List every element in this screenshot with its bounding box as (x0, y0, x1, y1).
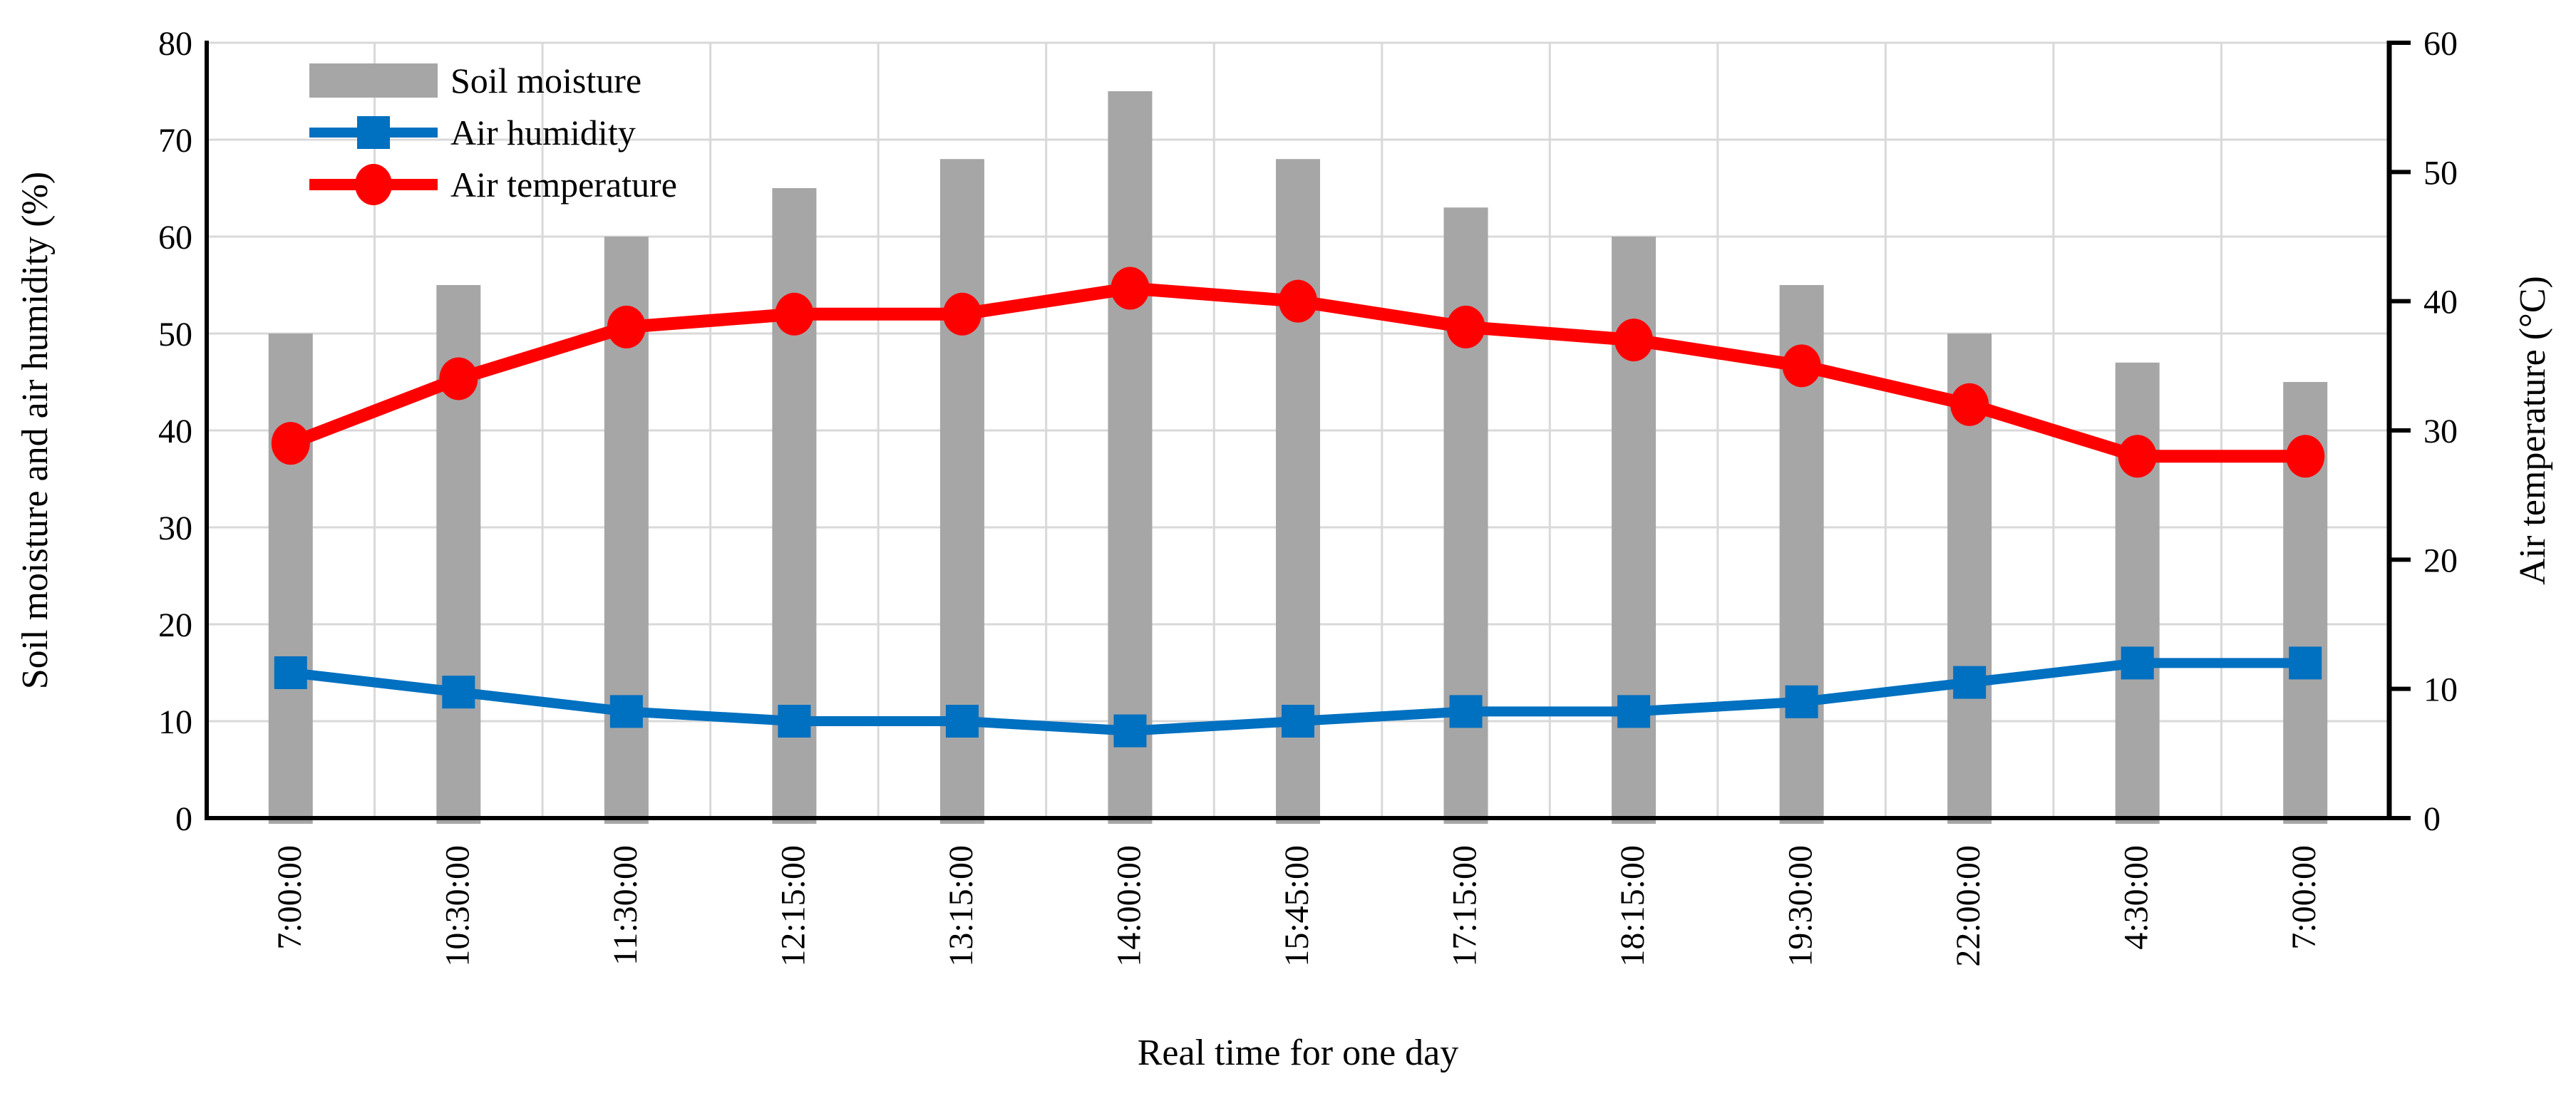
legend-label: Air humidity (450, 112, 636, 153)
air-humidity-point (1953, 666, 1987, 699)
air-humidity-point (2289, 646, 2322, 680)
bar-soil-moisture (1108, 91, 1153, 824)
air-humidity-point (274, 656, 307, 689)
air-humidity-point (609, 695, 643, 728)
right-axis-tick-label: 40 (2423, 284, 2458, 321)
x-axis-tick-label: 10:30:00 (438, 845, 476, 967)
x-axis-tick-label: 12:15:00 (774, 845, 812, 967)
left-axis-tick-label: 40 (158, 413, 192, 450)
x-axis-tick-label: 4:30:00 (2118, 845, 2155, 950)
air-humidity-point (1617, 695, 1651, 728)
air-temperature-point (607, 305, 646, 348)
right-axis-tick-label: 0 (2423, 800, 2441, 838)
air-humidity-point (2121, 646, 2154, 680)
bar-soil-moisture (2115, 362, 2160, 824)
x-axis-tick-label: 7:00:00 (2285, 845, 2323, 950)
air-humidity-point (778, 705, 811, 738)
left-axis-tick-label: 80 (158, 25, 192, 63)
air-temperature-point (1111, 267, 1150, 310)
air-humidity-point (1785, 685, 1818, 718)
air-temperature-point (1279, 279, 1317, 323)
air-temperature-point (1782, 344, 1821, 388)
x-axis-tick-label: 13:15:00 (942, 845, 980, 967)
air-temperature-point (439, 357, 478, 400)
x-axis-tick-label: 22:00:00 (1949, 845, 1987, 967)
right-axis-tick-label: 20 (2423, 542, 2458, 579)
legend-item-air-humidity: Air humidity (309, 106, 677, 158)
legend-label: Air temperature (450, 164, 677, 205)
air-temperature-point (2118, 435, 2157, 478)
x-axis-tick-label: 19:30:00 (1782, 845, 1820, 967)
left-axis-tick-label: 60 (158, 219, 192, 257)
air-humidity-point (945, 705, 979, 738)
legend: Soil moisture Air humidity Air temperatu… (309, 54, 677, 210)
right-axis-tick-label: 60 (2423, 25, 2458, 63)
circle-marker-icon (355, 163, 392, 205)
right-axis-tick-label: 10 (2423, 671, 2458, 709)
x-axis-tick-label: 11:30:00 (607, 845, 644, 966)
bar-soil-moisture (1443, 207, 1488, 824)
x-axis-tick-label: 15:45:00 (1278, 845, 1316, 967)
right-axis-title: Air temperature (°C) (2513, 276, 2553, 585)
air-temperature-point (1950, 383, 1989, 426)
air-humidity-point (1449, 695, 1483, 728)
legend-item-soil-moisture: Soil moisture (309, 54, 677, 106)
right-axis-tick-label: 50 (2423, 154, 2458, 192)
air-temperature-point (271, 422, 310, 465)
left-axis-tick-label: 20 (158, 606, 192, 644)
right-axis-tick-label: 30 (2423, 413, 2458, 450)
x-axis-title: Real time for one day (1137, 1033, 1459, 1073)
bar-soil-moisture (268, 334, 313, 824)
left-axis-tick-label: 30 (158, 510, 192, 547)
left-axis-tick-label: 50 (158, 316, 192, 353)
soil-moisture-swatch (309, 60, 438, 101)
air-temperature-point (775, 292, 814, 336)
bar-swatch-icon (309, 63, 438, 98)
air-temperature-swatch (309, 163, 438, 205)
legend-label: Soil moisture (450, 60, 642, 100)
square-marker-icon (357, 115, 390, 149)
x-axis-tick-label: 17:15:00 (1446, 845, 1484, 967)
left-axis-tick-label: 0 (175, 800, 192, 838)
air-humidity-swatch (309, 112, 438, 153)
left-axis-tick-label: 10 (158, 703, 192, 741)
left-axis-title: Soil moisture and air humidity (%) (15, 171, 56, 690)
air-humidity-point (442, 676, 475, 709)
air-temperature-point (2286, 435, 2325, 478)
air-temperature-point (942, 292, 982, 336)
air-temperature-point (1614, 319, 1654, 362)
x-axis-tick-label: 14:00:00 (1110, 845, 1148, 967)
x-axis-tick-label: 7:00:00 (271, 845, 309, 950)
legend-item-air-temperature: Air temperature (309, 158, 677, 210)
air-humidity-point (1282, 705, 1314, 738)
x-axis-tick-label: 18:15:00 (1614, 845, 1652, 967)
air-temperature-point (1446, 305, 1485, 348)
left-axis-tick-label: 70 (158, 122, 192, 160)
air-humidity-point (1113, 714, 1147, 748)
